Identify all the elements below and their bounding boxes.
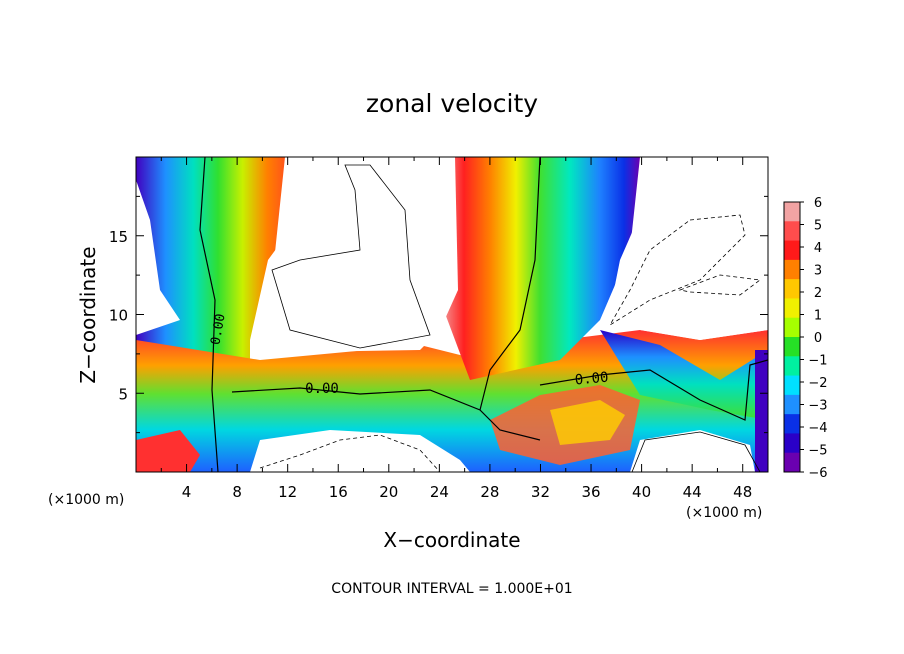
colorbar-swatch	[784, 414, 800, 434]
colorbar-swatch	[784, 356, 800, 377]
y-tick-label: 15	[109, 228, 128, 246]
x-tick-label: 48	[733, 483, 752, 501]
contour-label: 0.00	[208, 313, 228, 346]
x-unit-left: (×1000 m)	[48, 492, 124, 508]
colorbar: 6 5 4 3 2 1 0 −1 −2 −3 −4 −5 −6	[783, 196, 828, 481]
lower-left-warm-patch	[136, 430, 200, 472]
colorbar-swatch	[784, 375, 800, 396]
x-tick-label: 32	[531, 483, 550, 501]
thin-contour-bottom-right	[631, 431, 761, 472]
colorbar-label: 5	[814, 219, 822, 234]
colorbar-label: −3	[808, 399, 827, 414]
zero-contour-right	[539, 359, 768, 421]
colorbar-swatch	[784, 452, 800, 473]
x-tick-label: 40	[632, 483, 651, 501]
x-tick-label: 8	[232, 483, 242, 501]
colorbar-swatch	[784, 298, 800, 319]
colorbar-swatch	[784, 279, 800, 299]
central-jet-column	[440, 157, 640, 380]
y-tick-label: 10	[109, 307, 128, 325]
y-axis: 5 10 15	[109, 195, 768, 434]
contour-label: 0.00	[305, 381, 339, 397]
x-unit-right: (×1000 m)	[686, 505, 762, 521]
colorbar-swatch	[784, 259, 800, 280]
x-axis: 4 8 12 16 20 24 28 32 36 40 44 48	[160, 157, 752, 501]
colorbar-label: −5	[808, 444, 827, 459]
contour-interval-note: CONTOUR INTERVAL = 1.000E+01	[331, 581, 572, 597]
colorbar-swatch	[784, 240, 800, 261]
chart-title: zonal velocity	[366, 89, 538, 118]
dashed-contour-right-inner	[678, 274, 762, 296]
x-tick-label: 28	[480, 483, 499, 501]
dashed-contour-right	[609, 214, 746, 326]
lower-right-yellow-patch	[550, 400, 625, 445]
x-tick-label: 4	[182, 483, 192, 501]
colorbar-label: 3	[814, 264, 822, 279]
x-tick-label: 44	[683, 483, 702, 501]
x-tick-label: 20	[379, 483, 398, 501]
x-tick-label: 24	[430, 483, 449, 501]
colorbar-label: 2	[814, 286, 822, 301]
y-axis-label: Z−coordinate	[76, 246, 100, 383]
zero-contour-middle	[231, 387, 541, 441]
colorbar-label: −2	[808, 376, 827, 391]
colorbar-label: 6	[814, 196, 822, 211]
right-velocity-band	[600, 330, 768, 420]
bottom-white-right	[630, 430, 755, 472]
thin-contour-void	[271, 164, 431, 349]
left-white-region	[136, 180, 180, 335]
colorbar-swatch	[784, 337, 800, 357]
colorbar-swatch	[784, 394, 800, 415]
colorbar-swatch	[784, 221, 800, 242]
x-axis-label: X−coordinate	[383, 528, 520, 552]
right-edge-strip	[755, 350, 768, 472]
upper-white-void	[270, 157, 458, 352]
x-tick-label: 12	[278, 483, 297, 501]
colorbar-label: 0	[814, 331, 822, 346]
colorbar-label: −4	[808, 421, 827, 436]
plot-area: 0.00 0.00 0.00	[136, 157, 768, 472]
colorbar-label: −1	[808, 354, 827, 369]
colorbar-label: 4	[814, 241, 822, 256]
colorbar-swatch	[784, 202, 800, 222]
x-tick-label: 16	[329, 483, 348, 501]
contour-label: 0.00	[574, 370, 609, 389]
colorbar-swatch	[784, 317, 800, 338]
bottom-white-left	[250, 430, 470, 472]
zero-contour-left	[199, 157, 219, 472]
colorbar-swatch	[784, 433, 800, 454]
colorbar-label: −6	[808, 466, 827, 481]
colorbar-label: 1	[814, 309, 822, 324]
x-tick-label: 36	[581, 483, 600, 501]
zero-contour-jet	[479, 157, 541, 411]
y-tick-label: 5	[118, 385, 128, 403]
dashed-contour-bottom	[259, 434, 441, 472]
